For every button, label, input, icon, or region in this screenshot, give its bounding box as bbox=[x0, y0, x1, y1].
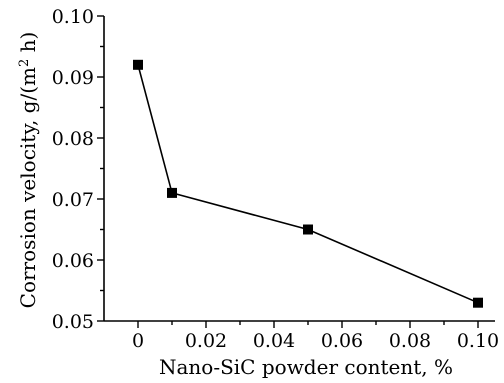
series-line bbox=[137, 64, 479, 304]
x-tick-label: 0.08 bbox=[389, 330, 431, 352]
y-axis-label: Corrosion velocity, g/(m2 h) bbox=[16, 32, 40, 309]
x-tick-label: 0.10 bbox=[457, 330, 499, 352]
y-axis-ticks: 0.05 0.06 0.07 0.08 0.09 0.10 bbox=[52, 6, 104, 333]
y-tick-label: 0.06 bbox=[52, 250, 94, 272]
y-axis-label-tail: h) bbox=[16, 32, 40, 59]
x-axis-ticks: 0 0.02 0.04 0.06 0.08 0.10 bbox=[132, 321, 499, 352]
y-tick-label: 0.05 bbox=[52, 311, 94, 333]
x-axis-label: Nano-SiC powder content, % bbox=[159, 355, 453, 379]
data-point bbox=[167, 187, 177, 198]
y-tick-label: 0.10 bbox=[52, 6, 94, 28]
y-tick-label: 0.09 bbox=[52, 67, 94, 89]
x-tick-label: 0.06 bbox=[321, 330, 363, 352]
x-tick-label: 0.02 bbox=[185, 330, 227, 352]
data-point bbox=[303, 224, 313, 235]
axes bbox=[103, 16, 495, 322]
y-axis-label-main: Corrosion velocity, g/(m bbox=[16, 67, 40, 308]
x-tick-label: 0 bbox=[132, 330, 144, 352]
y-tick-label: 0.07 bbox=[52, 189, 94, 211]
data-point bbox=[133, 59, 143, 70]
plot-area bbox=[133, 59, 483, 308]
y-axis-label-superscript: 2 bbox=[17, 59, 32, 67]
x-tick-label: 0.04 bbox=[253, 330, 295, 352]
y-tick-label: 0.08 bbox=[52, 128, 94, 150]
data-point bbox=[473, 297, 483, 308]
